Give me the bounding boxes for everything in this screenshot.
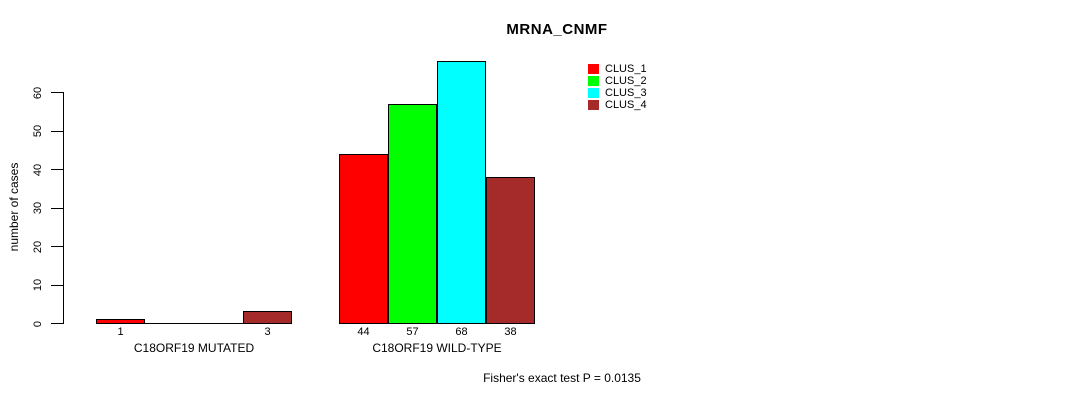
- bar-value-label: 57: [406, 326, 419, 338]
- y-axis-tick: [51, 92, 63, 93]
- group-label: C18ORF19 WILD-TYPE: [372, 341, 502, 355]
- y-axis-tick-label: 30: [32, 201, 44, 215]
- y-axis-tick-label: 40: [32, 163, 44, 176]
- stat-test-annotation: Fisher's exact test P = 0.0135: [483, 371, 641, 385]
- legend-swatch-icon: [588, 100, 599, 110]
- legend-label: CLUS_3: [605, 87, 647, 99]
- legend-swatch-icon: [588, 88, 599, 98]
- legend-label: CLUS_1: [605, 63, 647, 75]
- y-axis-tick: [51, 246, 63, 247]
- legend-label: CLUS_2: [605, 75, 647, 87]
- y-axis-tick: [51, 323, 63, 324]
- bar-value-label: 3: [264, 326, 271, 338]
- bar-clus_1-wildtype: [339, 154, 388, 324]
- y-axis-tick-label: 0: [32, 320, 44, 327]
- bar-clus_4-wildtype: [486, 177, 535, 324]
- bar-clus_1-mutated: [96, 319, 145, 324]
- legend-item-clus_3: CLUS_3: [588, 87, 647, 99]
- bar-value-label: 38: [504, 326, 517, 338]
- y-axis-tick: [51, 284, 63, 286]
- y-axis-tick-label: 60: [32, 86, 44, 99]
- y-axis-line: [63, 92, 64, 324]
- group-baseline: [96, 323, 292, 324]
- y-axis-tick-label: 50: [32, 124, 44, 138]
- legend-label: CLUS_4: [605, 99, 647, 111]
- bar-clus_4-mutated: [243, 311, 292, 324]
- legend-item-clus_2: CLUS_2: [588, 75, 647, 87]
- bar-value-label: 1: [117, 326, 124, 338]
- bar-clus_2-wildtype: [388, 104, 437, 324]
- y-axis-tick-label: 10: [32, 278, 44, 292]
- y-axis-tick: [51, 169, 63, 170]
- legend-item-clus_1: CLUS_1: [588, 63, 647, 75]
- chart-title: MRNA_CNMF: [506, 21, 608, 38]
- legend: CLUS_1 CLUS_2 CLUS_3 CLUS_4: [588, 63, 647, 111]
- legend-swatch-icon: [588, 64, 599, 74]
- legend-item-clus_4: CLUS_4: [588, 99, 647, 111]
- y-axis-tick-label: 20: [32, 240, 44, 253]
- bar-value-label: 44: [357, 326, 370, 338]
- group-label: C18ORF19 MUTATED: [133, 341, 255, 355]
- y-axis-tick: [51, 207, 63, 209]
- legend-swatch-icon: [588, 76, 599, 86]
- bar-value-label: 68: [455, 326, 468, 338]
- bar-clus_3-wildtype: [437, 61, 486, 324]
- y-axis-tick: [51, 130, 63, 132]
